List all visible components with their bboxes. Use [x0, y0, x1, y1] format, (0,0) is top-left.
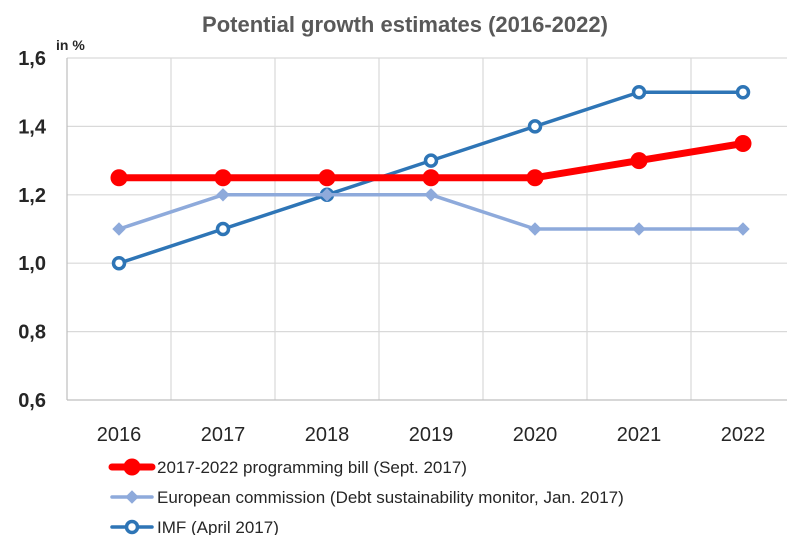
data-point: [734, 135, 752, 152]
y-tick-label: 1,6: [18, 48, 46, 70]
y-tick-label: 1,4: [18, 116, 47, 138]
data-point: [527, 119, 543, 134]
legend-item: 2017-2022 programming bill (Sept. 2017): [108, 458, 467, 477]
data-point: [528, 222, 542, 236]
legend-swatch-marker: [123, 458, 141, 476]
y-tick-label: 0,8: [18, 322, 46, 344]
data-point: [632, 222, 646, 236]
data-point: [320, 188, 334, 202]
data-point: [215, 221, 231, 237]
data-point: [111, 255, 127, 271]
data-point: [424, 188, 438, 202]
data-point: [423, 153, 439, 168]
data-point: [631, 84, 647, 100]
legend-label: IMF (April 2017): [157, 518, 279, 535]
data-point: [526, 169, 544, 187]
series-lines: [110, 84, 752, 271]
data-point: [112, 222, 126, 236]
series-1: [110, 135, 752, 187]
legend-swatch-marker: [124, 519, 140, 535]
y-tick-label: 1,0: [18, 253, 46, 275]
data-point: [110, 169, 128, 187]
x-tick-labels: 2016 2017 2018 2019 2020 2021 2022: [97, 424, 766, 446]
data-point: [216, 188, 230, 202]
data-point: [630, 152, 648, 170]
y-axis-unit-label: in %: [56, 37, 85, 53]
chart-title: Potential growth estimates (2016-2022): [202, 12, 608, 37]
legend-label: European commission (Debt sustainability…: [157, 488, 624, 507]
data-point: [214, 169, 232, 187]
data-point: [318, 169, 336, 187]
x-tick-label: 2016: [97, 424, 142, 446]
y-tick-label: 0,6: [18, 390, 46, 412]
legend-swatch-marker: [125, 490, 139, 504]
data-point: [735, 84, 751, 100]
x-tick-label: 2021: [617, 424, 662, 446]
series-2: [112, 188, 750, 236]
x-tick-label: 2017: [201, 424, 246, 446]
data-point: [736, 222, 750, 236]
x-tick-label: 2020: [513, 424, 558, 446]
x-tick-label: 2018: [305, 424, 350, 446]
x-tick-label: 2022: [721, 424, 766, 446]
y-tick-labels: 0,6 0,8 1,0 1,2 1,4 1,6: [18, 48, 47, 412]
legend-item: IMF (April 2017): [110, 518, 279, 535]
legend-label: 2017-2022 programming bill (Sept. 2017): [157, 458, 467, 477]
axes: [66, 58, 787, 401]
x-tick-label: 2019: [409, 424, 454, 446]
legend: 2017-2022 programming bill (Sept. 2017) E…: [108, 458, 624, 535]
data-point: [422, 169, 440, 187]
y-tick-label: 1,2: [18, 185, 46, 207]
legend-item: European commission (Debt sustainability…: [110, 488, 624, 507]
